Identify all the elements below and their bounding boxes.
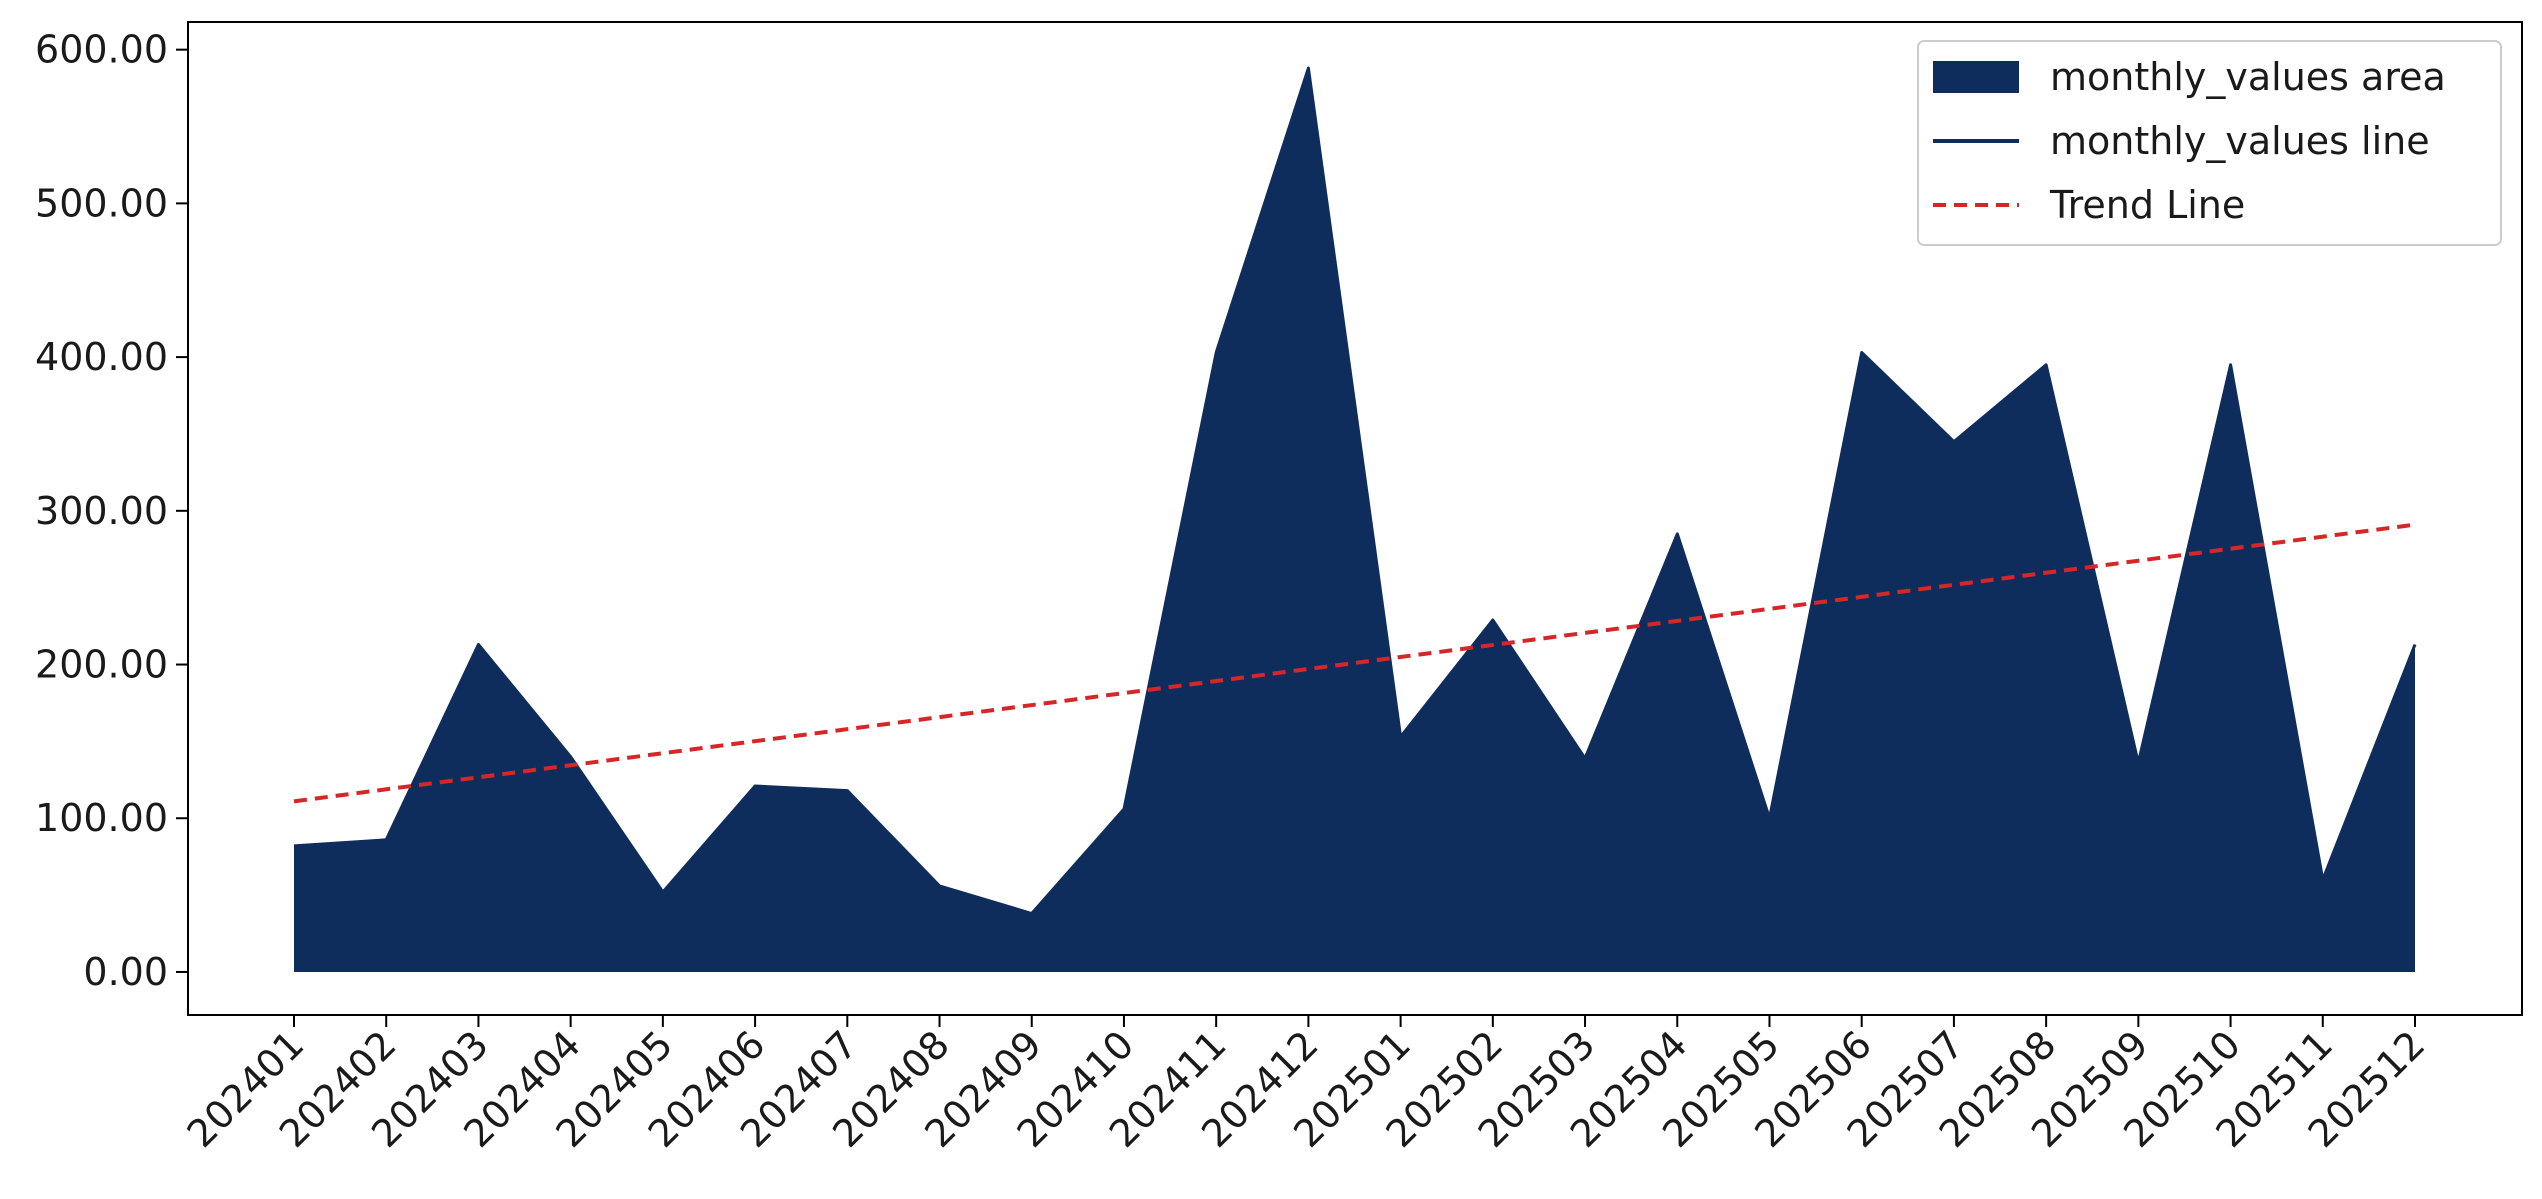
y-tick-label: 400.00 bbox=[35, 335, 168, 379]
legend: monthly_values area monthly_values line … bbox=[1917, 40, 2502, 246]
plot-frame bbox=[187, 21, 2523, 1016]
x-axis: 2024012024022024032024042024052024062024… bbox=[179, 1015, 2433, 1156]
legend-label-area: monthly_values area bbox=[2050, 55, 2446, 99]
legend-area-swatch bbox=[1933, 61, 2019, 93]
legend-box bbox=[1917, 40, 2502, 246]
legend-label-trend: Trend Line bbox=[2049, 183, 2245, 227]
area-layer bbox=[293, 66, 2417, 972]
y-tick-label: 500.00 bbox=[35, 181, 168, 225]
y-tick-label: 200.00 bbox=[35, 643, 168, 687]
y-axis: 0.00 100.00 200.00 300.00 400.00 500.00 600.00 bbox=[35, 28, 188, 994]
legend-label-line: monthly_values line bbox=[2050, 119, 2430, 163]
y-tick-label: 100.00 bbox=[35, 796, 168, 840]
area-fill bbox=[294, 68, 2415, 972]
series-line bbox=[293, 66, 2417, 915]
y-tick-label: 600.00 bbox=[35, 28, 168, 72]
y-tick-label: 300.00 bbox=[35, 489, 168, 533]
y-tick-label: 0.00 bbox=[83, 950, 168, 994]
